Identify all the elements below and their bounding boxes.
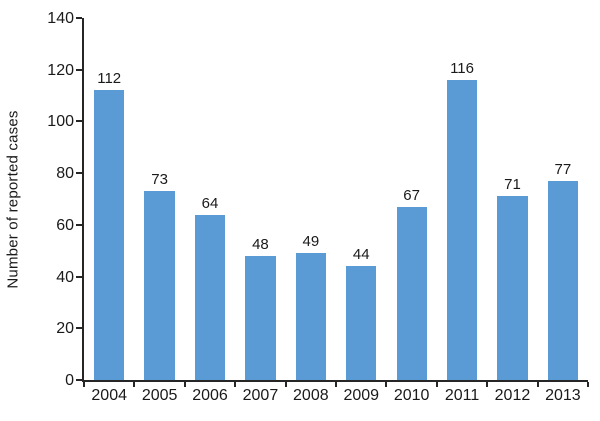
bar-slot: 49 bbox=[286, 18, 336, 380]
x-tick-mark bbox=[536, 382, 539, 387]
x-category-label: 2012 bbox=[494, 387, 531, 404]
bar-value-label: 71 bbox=[504, 176, 521, 194]
x-tick-mark bbox=[83, 382, 85, 387]
y-tick-mark bbox=[76, 120, 82, 123]
y-tick-label: 60 bbox=[56, 216, 74, 234]
bar-slot: 71 bbox=[487, 18, 537, 380]
bar bbox=[497, 196, 528, 380]
bars-row: 112 73 64 48 49 44 67 116 71 77 bbox=[84, 18, 588, 380]
bar bbox=[245, 255, 276, 380]
bar-value-label: 67 bbox=[403, 186, 420, 204]
x-category-label: 2004 bbox=[91, 387, 127, 404]
x-category-label: 2007 bbox=[242, 387, 279, 404]
x-tick-mark bbox=[486, 382, 489, 387]
y-tick-mark bbox=[76, 275, 82, 278]
y-tick-label: 20 bbox=[56, 320, 74, 338]
x-category-label: 2009 bbox=[343, 387, 380, 404]
x-category-label: 2013 bbox=[545, 387, 581, 404]
x-axis-line bbox=[82, 380, 588, 382]
bar bbox=[295, 253, 326, 380]
x-tick-mark bbox=[335, 382, 337, 387]
y-tick-mark bbox=[76, 172, 82, 175]
y-axis-title: Number of reported cases bbox=[4, 110, 22, 289]
x-tick-mark bbox=[435, 382, 438, 387]
bar-slot: 73 bbox=[134, 18, 184, 380]
bar-value-label: 116 bbox=[450, 60, 474, 78]
x-tick-mark bbox=[133, 382, 136, 387]
y-tick-mark bbox=[76, 17, 82, 19]
bar bbox=[194, 214, 226, 380]
y-tick-mark bbox=[76, 379, 82, 381]
x-category-label: 2008 bbox=[293, 387, 329, 404]
bar-slot: 112 bbox=[84, 18, 134, 380]
bar bbox=[396, 206, 427, 380]
y-tick-label: 140 bbox=[47, 10, 74, 27]
x-tick-mark bbox=[587, 382, 589, 387]
bar-slot: 67 bbox=[386, 18, 436, 380]
x-category-label: 2011 bbox=[444, 387, 480, 404]
bar-slot: 48 bbox=[235, 18, 285, 380]
bar-slot: 116 bbox=[437, 18, 487, 380]
bar bbox=[346, 266, 377, 380]
x-category-label: 2010 bbox=[393, 387, 430, 404]
y-tick-mark bbox=[76, 223, 82, 226]
bar-value-label: 64 bbox=[201, 194, 219, 212]
bar bbox=[446, 80, 478, 380]
bar-slot: 77 bbox=[538, 18, 588, 380]
y-tick-label: 120 bbox=[47, 61, 74, 79]
x-tick-mark bbox=[234, 382, 237, 387]
bar-value-label: 77 bbox=[554, 160, 572, 178]
bar-value-label: 44 bbox=[352, 246, 370, 264]
plot-area: 112 73 64 48 49 44 67 116 71 77 0 20 40 60 80 100 120 14… bbox=[47, 10, 589, 389]
bar bbox=[94, 90, 125, 380]
bar-slot: 44 bbox=[336, 18, 386, 380]
y-tick-label: 80 bbox=[56, 165, 74, 183]
y-axis-line bbox=[82, 18, 84, 380]
y-tick-mark bbox=[76, 68, 82, 71]
x-tick-mark bbox=[385, 382, 388, 387]
y-tick-mark bbox=[76, 327, 82, 330]
bar-value-label: 48 bbox=[252, 235, 269, 253]
x-tick-mark bbox=[183, 382, 186, 387]
bar-slot: 64 bbox=[185, 18, 235, 380]
x-category-label: 2005 bbox=[141, 387, 178, 404]
bar bbox=[547, 180, 578, 380]
y-tick-label: 40 bbox=[56, 268, 74, 286]
y-tick-label: 0 bbox=[65, 372, 74, 389]
bar-value-label: 49 bbox=[302, 233, 320, 251]
bar-value-label: 73 bbox=[151, 171, 168, 189]
bar-value-label: 112 bbox=[97, 70, 122, 88]
bar bbox=[144, 191, 175, 380]
x-tick-mark bbox=[284, 382, 287, 387]
x-category-label: 2006 bbox=[192, 387, 228, 404]
x-axis-labels: 2004 2005 2006 2007 2008 2009 2010 2011 2012 2013 bbox=[84, 387, 588, 405]
y-tick-label: 100 bbox=[47, 113, 74, 131]
